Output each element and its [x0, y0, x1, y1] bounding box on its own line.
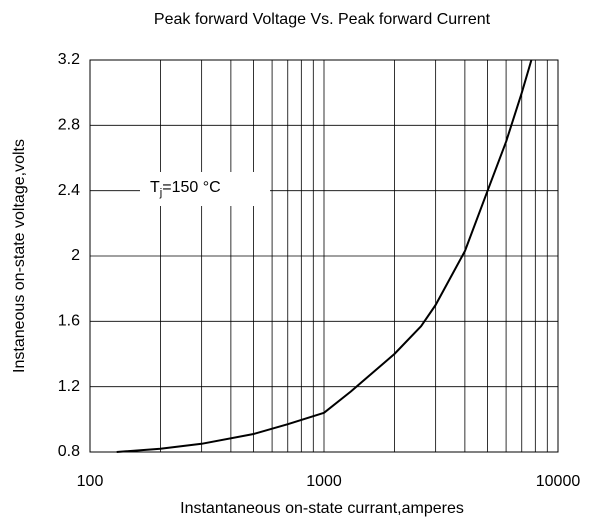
y-tick-label: 0.8 [58, 443, 80, 460]
y-tick-label: 1.6 [58, 313, 80, 330]
annotation-box [140, 172, 270, 206]
x-axis-label: Instantaneous on-state currant,amperes [180, 500, 464, 517]
annotation-subscript: j [159, 187, 162, 199]
annotation-suffix: =150 °C [162, 179, 220, 196]
y-axis-label: Instaneous on-state voltage,volts [11, 139, 28, 373]
x-tick-label: 100 [77, 473, 104, 490]
x-tick-label: 1000 [306, 473, 342, 490]
y-tick-label: 3.2 [58, 51, 80, 68]
y-tick-label: 2.8 [58, 117, 80, 134]
y-tick-label: 2 [71, 247, 80, 264]
series-line [116, 59, 533, 453]
annotation: Tj=150 °C [150, 179, 221, 199]
y-tick-label: 1.2 [58, 378, 80, 395]
annotation-main: T [150, 179, 160, 196]
plot-frame [89, 59, 559, 453]
y-tick-label: 2.4 [58, 182, 80, 199]
chart-title: Peak forward Voltage Vs. Peak forward Cu… [154, 11, 491, 28]
x-tick-label: 10000 [536, 473, 581, 490]
